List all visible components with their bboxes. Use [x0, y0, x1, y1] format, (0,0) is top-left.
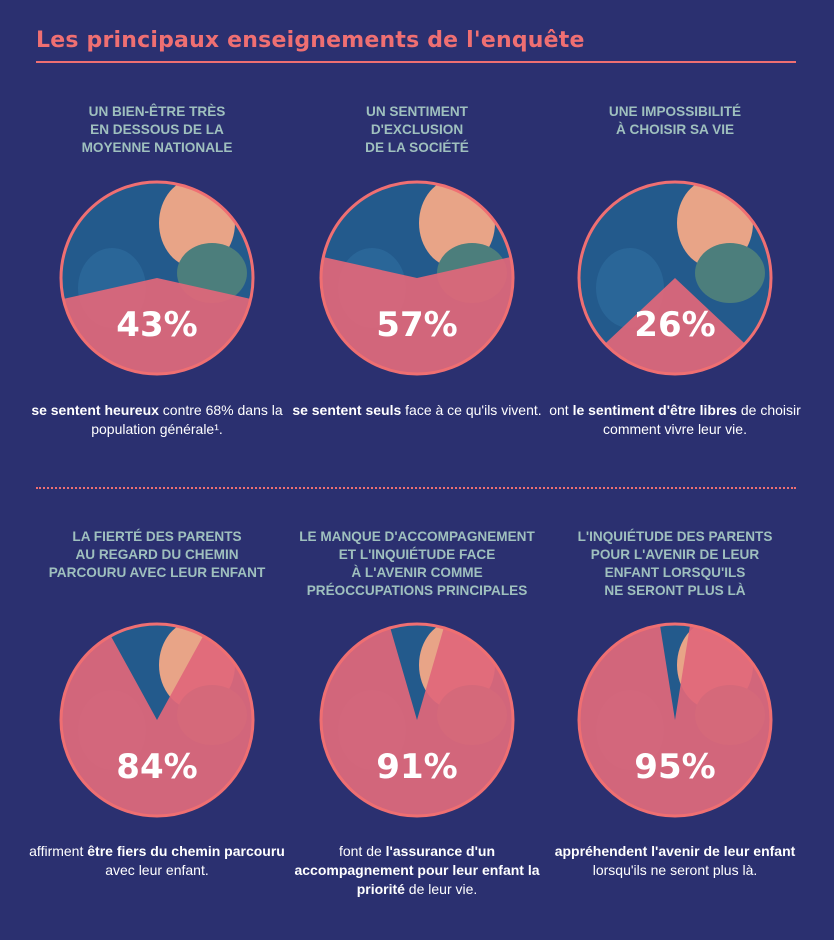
- pie-outline: [59, 180, 255, 376]
- card-heading: UN BIEN-ÊTRE TRÈS EN DESSOUS DE LA MOYEN…: [81, 104, 233, 155]
- card-heading: LA FIERTÉ DES PARENTS AU REGARD DU CHEMI…: [48, 529, 266, 580]
- caption-text: font de: [338, 843, 386, 859]
- caption-text: avec leur enfant.: [105, 862, 209, 878]
- card-heading: L'INQUIÉTUDE DES PARENTS POUR L'AVENIR D…: [577, 529, 773, 598]
- pie-outline: [319, 622, 515, 818]
- pie-chart: 91%: [319, 622, 515, 818]
- pie-slice-value: [579, 624, 771, 816]
- pie-outline: [577, 622, 773, 818]
- pie-chart: 43%: [59, 180, 255, 376]
- percent-label: 57%: [376, 305, 457, 345]
- title-underline: [36, 61, 796, 63]
- pie-outline: [577, 180, 773, 376]
- pie-chart: 84%: [59, 622, 255, 818]
- silhouette-head: [695, 243, 765, 303]
- pie-chart: 95%: [577, 622, 773, 818]
- stat-card-future: L'INQUIÉTUDE DES PARENTS POUR L'AVENIR D…: [545, 528, 805, 878]
- caption-emphasis: le sentiment d'être libres: [572, 402, 737, 418]
- pie-slice-value: [61, 634, 253, 816]
- card-heading: LE MANQUE D'ACCOMPAGNEMENT ET L'INQUIÉTU…: [299, 529, 535, 598]
- caption-text: de leur vie.: [404, 881, 478, 897]
- pie-slice-value: [61, 278, 253, 374]
- stat-card-pride: LA FIERTÉ DES PARENTS AU REGARD DU CHEMI…: [27, 528, 287, 878]
- caption-emphasis: se sentent seuls: [292, 402, 402, 418]
- card-caption: ont le sentiment d'être libres de choisi…: [545, 401, 805, 439]
- percent-label: 95%: [634, 747, 715, 787]
- stat-card-wellbeing: UN BIEN-ÊTRE TRÈS EN DESSOUS DE LA MOYEN…: [27, 103, 287, 437]
- caption-text: face à ce qu'ils vivent.: [401, 402, 542, 418]
- pie-chart: 26%: [577, 180, 773, 376]
- card-caption: font de l'assurance d'un accompagnement …: [287, 842, 547, 899]
- stat-card-exclusion: UN SENTIMENT D'EXCLUSION DE LA SOCIÉTÉ 5…: [287, 103, 547, 418]
- caption-emphasis: l'assurance d'un accompagnement pour leu…: [294, 843, 540, 897]
- section-divider: [36, 487, 796, 489]
- caption-emphasis: se sentent heureux: [31, 402, 159, 418]
- percent-label: 91%: [376, 747, 457, 787]
- pie-slice-value: [603, 278, 747, 374]
- card-heading: UN SENTIMENT D'EXCLUSION DE LA SOCIÉTÉ: [365, 104, 469, 155]
- card-caption: affirment être fiers du chemin parcouru …: [27, 842, 287, 880]
- card-caption: se sentent heureux contre 68% dans la po…: [27, 401, 287, 439]
- percent-label: 26%: [634, 305, 715, 345]
- percent-label: 84%: [116, 747, 197, 787]
- page-title: Les principaux enseignements de l'enquêt…: [36, 28, 585, 53]
- stat-card-freedom: UNE IMPOSSIBILITÉ À CHOISIR SA VIE 26% o…: [545, 103, 805, 437]
- pie-slice-value: [321, 625, 513, 816]
- pie-outline: [319, 180, 515, 376]
- card-caption: appréhendent l'avenir de leur enfant lor…: [545, 842, 805, 880]
- pie-chart: 57%: [319, 180, 515, 376]
- caption-text: affirment: [29, 843, 88, 859]
- pie-outline: [59, 622, 255, 818]
- caption-text: de choisir comment vivre leur vie.: [603, 402, 801, 437]
- caption-emphasis: appréhendent l'avenir de leur enfant: [554, 843, 796, 859]
- percent-label: 43%: [116, 305, 197, 345]
- caption-text: lorsqu'ils ne seront plus là.: [592, 862, 758, 878]
- caption-text: ont: [549, 402, 573, 418]
- card-heading: UNE IMPOSSIBILITÉ À CHOISIR SA VIE: [608, 104, 742, 137]
- card-caption: se sentent seuls face à ce qu'ils vivent…: [287, 401, 547, 420]
- caption-text: contre 68% dans la population générale¹.: [91, 402, 283, 437]
- pie-slice-value: [321, 256, 513, 374]
- stat-card-support: LE MANQUE D'ACCOMPAGNEMENT ET L'INQUIÉTU…: [287, 528, 547, 897]
- caption-emphasis: être fiers du chemin parcouru: [87, 843, 285, 859]
